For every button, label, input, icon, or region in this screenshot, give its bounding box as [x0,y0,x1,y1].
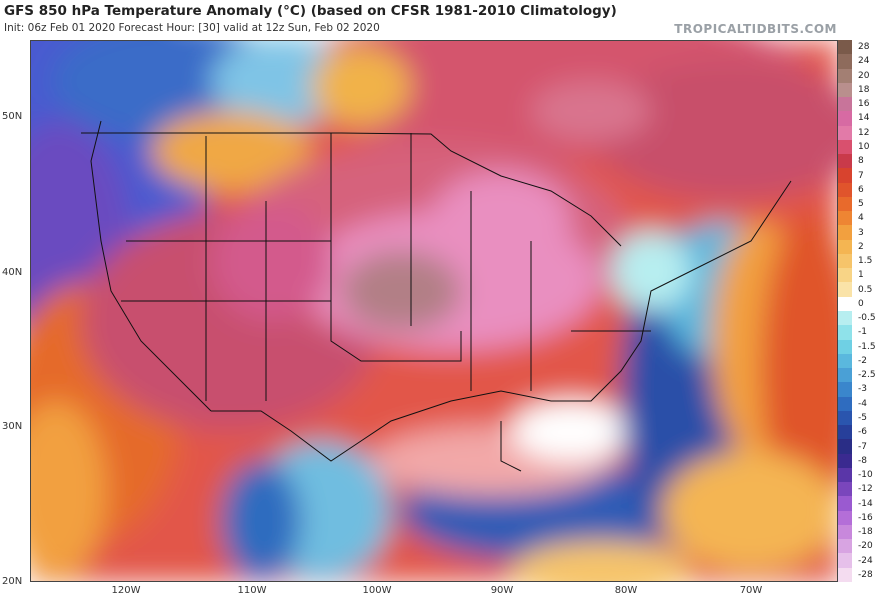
colorbar-label: -3 [858,384,867,395]
colorbar-label: -10 [858,470,873,481]
lon-label: 100W [362,585,392,596]
colorbar-swatch [838,225,852,241]
colorbar-label: -2.5 [858,370,876,381]
colorbar-swatch [838,282,852,298]
lat-label: 30N [2,421,23,432]
colorbar-swatch [838,425,852,440]
colorbar-label: 2 [858,241,864,252]
colorbar-label: -12 [858,484,873,495]
colorbar-label: 6 [858,184,864,195]
colorbar-swatch [838,40,852,55]
colorbar-swatch [838,139,852,155]
colorbar-swatch [838,496,852,512]
colorbar-label: -2 [858,355,867,366]
colorbar-swatch [838,196,852,212]
lat-label: 50N [2,111,23,122]
lon-label: 80W [614,585,638,596]
colorbar-label: 24 [858,56,870,67]
colorbar-swatch [838,553,852,569]
colorbar-swatch [838,182,852,198]
colorbar-swatch [838,325,852,340]
colorbar-label: -7 [858,441,867,452]
colorbar-label: -24 [858,555,873,566]
colorbar-label: 4 [858,213,864,224]
anomaly-map [30,40,838,582]
colorbar-swatch [838,453,852,469]
colorbar-swatch [838,82,852,98]
lon-label: 70W [739,585,763,596]
colorbar-swatch [838,368,852,383]
colorbar-label: -0.5 [858,313,876,324]
lon-label: 120W [111,585,141,596]
colorbar-label: -1.5 [858,341,876,352]
colorbar-swatch [838,382,852,398]
colorbar-swatch [838,510,852,526]
lat-label: 20N [2,576,23,587]
colorbar-label: 28 [858,42,870,53]
colorbar-label: -20 [858,541,873,552]
colorbar-label: 5 [858,199,864,210]
colorbar-label: 16 [858,99,870,110]
colorbar-swatch [838,239,852,255]
lat-label: 40N [2,267,23,278]
map-subtitle: Init: 06z Feb 01 2020 Forecast Hour: [30… [4,22,380,34]
colorbar-swatch [838,396,852,412]
colorbar-swatch [838,410,852,426]
colorbar-label: 12 [858,127,870,138]
colorbar-swatch [838,111,852,127]
colorbar-swatch [838,439,852,455]
colorbar-swatch [838,311,852,326]
colorbar-label: -14 [858,498,873,509]
colorbar-swatch [838,268,852,283]
colorbar-swatch [838,68,852,84]
colorbar-label: -5 [858,412,867,423]
colorbar-label: -4 [858,398,867,409]
colorbar-swatch [838,125,852,141]
colorbar-swatch [838,168,852,184]
colorbar-label: -18 [858,527,873,538]
colorbar-swatch [838,539,852,554]
colorbar-label: -28 [858,569,873,580]
colorbar-label: 8 [858,156,864,167]
colorbar-swatch [838,253,852,269]
colorbar-swatch [838,211,852,226]
colorbar-swatch [838,482,852,497]
colorbar-label: 18 [858,84,870,95]
colorbar-swatch [838,467,852,483]
colorbar-swatch [838,97,852,112]
colorbar-label: 20 [858,70,870,81]
colorbar-label: 1.5 [858,256,873,267]
colorbar-swatch [838,296,852,312]
colorbar: 28 24 20 18 16 14 12 10 8 7 6 5 4 3 2 1.5 1 0.5 0 -0.5 -1 -1.… [838,40,883,583]
map-title: GFS 850 hPa Temperature Anomaly (°C) (ba… [4,3,617,19]
colorbar-label: 14 [858,113,870,124]
colorbar-swatch [838,154,852,169]
colorbar-swatch [838,353,852,369]
colorbar-label: 1 [858,270,864,281]
colorbar-label: 0 [858,298,864,309]
lon-label: 110W [237,585,267,596]
colorbar-swatch [838,524,852,540]
colorbar-label: 3 [858,227,864,238]
lon-label: 90W [490,585,514,596]
colorbar-label: -8 [858,455,867,466]
colorbar-swatch [838,567,852,583]
colorbar-label: -1 [858,327,867,338]
colorbar-label: -6 [858,427,867,438]
brand-watermark: TROPICALTIDBITS.COM [674,22,837,36]
colorbar-label: 7 [858,170,864,181]
colorbar-label: 10 [858,141,870,152]
colorbar-label: -16 [858,512,873,523]
colorbar-label: 0.5 [858,284,873,295]
colorbar-swatch [838,339,852,355]
colorbar-swatch [838,54,852,69]
